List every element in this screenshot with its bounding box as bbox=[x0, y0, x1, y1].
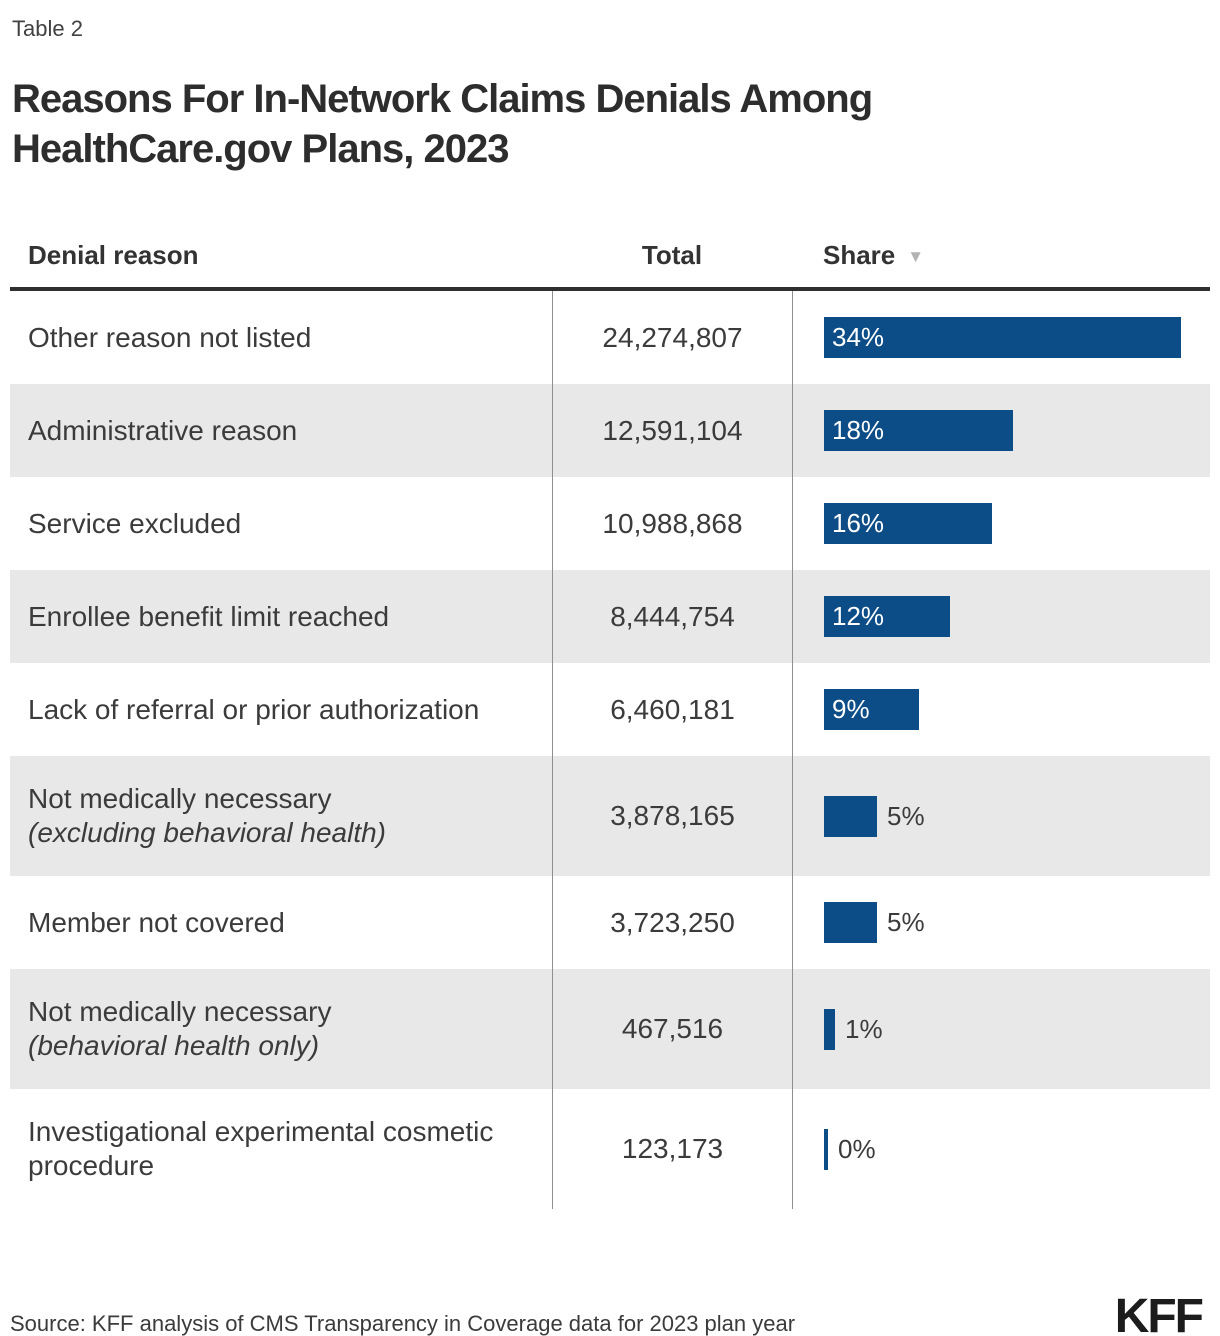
share-cell: 9% bbox=[792, 663, 1210, 756]
share-value-label: 16% bbox=[832, 508, 885, 538]
table-row: Other reason not listed 24,274,807 34% bbox=[10, 291, 1210, 384]
total-cell: 8,444,754 bbox=[552, 570, 792, 663]
source-note: Source: KFF analysis of CMS Transparency… bbox=[10, 1311, 796, 1336]
denial-reason-label: Investigational experimental cosmetic pr… bbox=[28, 1116, 494, 1181]
denial-reason-cell: Not medically necessary (excluding behav… bbox=[10, 756, 552, 876]
share-bar: 34% bbox=[824, 317, 1181, 358]
denial-reason-cell: Enrollee benefit limit reached bbox=[10, 570, 552, 663]
share-bar bbox=[824, 902, 877, 943]
table-row: Service excluded 10,988,868 16% bbox=[10, 477, 1210, 570]
footer: Source: KFF analysis of CMS Transparency… bbox=[10, 1290, 1210, 1336]
share-cell: 0% bbox=[792, 1089, 1210, 1209]
denial-reason-note: (excluding behavioral health) bbox=[28, 817, 386, 848]
denial-reason-cell: Member not covered bbox=[10, 876, 552, 969]
share-value-label: 34% bbox=[832, 322, 885, 352]
share-value-label: 9% bbox=[832, 694, 870, 724]
share-value-label: 5% bbox=[887, 907, 925, 937]
share-cell: 5% bbox=[792, 756, 1210, 876]
table-row: Not medically necessary (behavioral heal… bbox=[10, 969, 1210, 1089]
total-cell: 3,723,250 bbox=[552, 876, 792, 969]
denial-reason-label: Service excluded bbox=[28, 507, 242, 539]
total-cell: 3,878,165 bbox=[552, 756, 792, 876]
denial-reason-label: Administrative reason bbox=[28, 414, 298, 446]
total-cell: 10,988,868 bbox=[552, 477, 792, 570]
share-cell: 34% bbox=[792, 291, 1210, 384]
sort-descending-icon[interactable]: ▼ bbox=[907, 246, 925, 266]
total-cell: 6,460,181 bbox=[552, 663, 792, 756]
denial-reason-label: Other reason not listed bbox=[28, 321, 312, 353]
share-cell: 16% bbox=[792, 477, 1210, 570]
share-cell: 12% bbox=[792, 570, 1210, 663]
denial-reason-label: Enrollee benefit limit reached bbox=[28, 600, 390, 632]
table-row: Not medically necessary (excluding behav… bbox=[10, 756, 1210, 876]
table-body: Other reason not listed 24,274,807 34% A… bbox=[10, 291, 1210, 1209]
table-header-row: Denial reason Total Share ▼ bbox=[10, 240, 1210, 291]
share-bar: 16% bbox=[824, 503, 992, 544]
denial-reason-label: Not medically necessary bbox=[28, 996, 332, 1027]
page-title: Reasons For In-Network Claims Denials Am… bbox=[12, 77, 873, 171]
total-value: 10,988,868 bbox=[602, 507, 743, 539]
total-cell: 467,516 bbox=[552, 969, 792, 1089]
share-value-label: 12% bbox=[832, 601, 885, 631]
column-header-share[interactable]: Share ▼ bbox=[792, 240, 1210, 287]
denial-reason-cell: Not medically necessary (behavioral heal… bbox=[10, 969, 552, 1089]
denial-reason-label: Not medically necessary bbox=[28, 783, 332, 814]
share-value-label: 18% bbox=[832, 415, 885, 445]
table-row: Investigational experimental cosmetic pr… bbox=[10, 1089, 1210, 1209]
denial-reason-label: Lack of referral or prior authorization bbox=[28, 693, 480, 725]
denial-reason-note: (behavioral health only) bbox=[28, 1030, 320, 1061]
column-header-total[interactable]: Total bbox=[641, 240, 703, 270]
total-value: 467,516 bbox=[621, 1013, 724, 1044]
column-header-denial-reason[interactable]: Denial reason bbox=[28, 240, 199, 270]
total-value: 12,591,104 bbox=[602, 414, 743, 446]
total-cell: 12,591,104 bbox=[552, 384, 792, 477]
total-value: 3,723,250 bbox=[610, 906, 735, 938]
share-bar bbox=[824, 1008, 835, 1050]
share-value-label: 5% bbox=[887, 800, 925, 831]
total-value: 3,878,165 bbox=[610, 800, 735, 831]
denial-reason-cell: Service excluded bbox=[10, 477, 552, 570]
denial-reason-cell: Investigational experimental cosmetic pr… bbox=[10, 1089, 552, 1209]
total-cell: 123,173 bbox=[552, 1089, 792, 1209]
denial-reason-cell: Administrative reason bbox=[10, 384, 552, 477]
table-row: Enrollee benefit limit reached 8,444,754… bbox=[10, 570, 1210, 663]
total-value: 8,444,754 bbox=[610, 600, 735, 632]
total-value: 123,173 bbox=[621, 1133, 724, 1164]
share-cell: 18% bbox=[792, 384, 1210, 477]
share-value-label: 0% bbox=[838, 1133, 876, 1164]
denial-reason-cell: Lack of referral or prior authorization bbox=[10, 663, 552, 756]
share-bar bbox=[824, 1128, 828, 1170]
denial-reason-label: Member not covered bbox=[28, 906, 285, 938]
table-row: Member not covered 3,723,250 5% bbox=[10, 876, 1210, 969]
total-cell: 24,274,807 bbox=[552, 291, 792, 384]
column-header-share-label: Share bbox=[823, 240, 896, 270]
kff-logo[interactable]: KFF bbox=[1114, 1290, 1204, 1336]
share-bar: 12% bbox=[824, 596, 950, 637]
table-label: Table 2 bbox=[12, 16, 83, 41]
denial-reason-cell: Other reason not listed bbox=[10, 291, 552, 384]
share-cell: 5% bbox=[792, 876, 1210, 969]
table-row: Lack of referral or prior authorization … bbox=[10, 663, 1210, 756]
share-bar: 9% bbox=[824, 689, 919, 730]
share-cell: 1% bbox=[792, 969, 1210, 1089]
share-bar bbox=[824, 795, 877, 837]
total-value: 6,460,181 bbox=[610, 693, 735, 725]
total-value: 24,274,807 bbox=[602, 321, 743, 353]
share-value-label: 1% bbox=[845, 1013, 883, 1044]
table-row: Administrative reason 12,591,104 18% bbox=[10, 384, 1210, 477]
share-bar: 18% bbox=[824, 410, 1013, 451]
